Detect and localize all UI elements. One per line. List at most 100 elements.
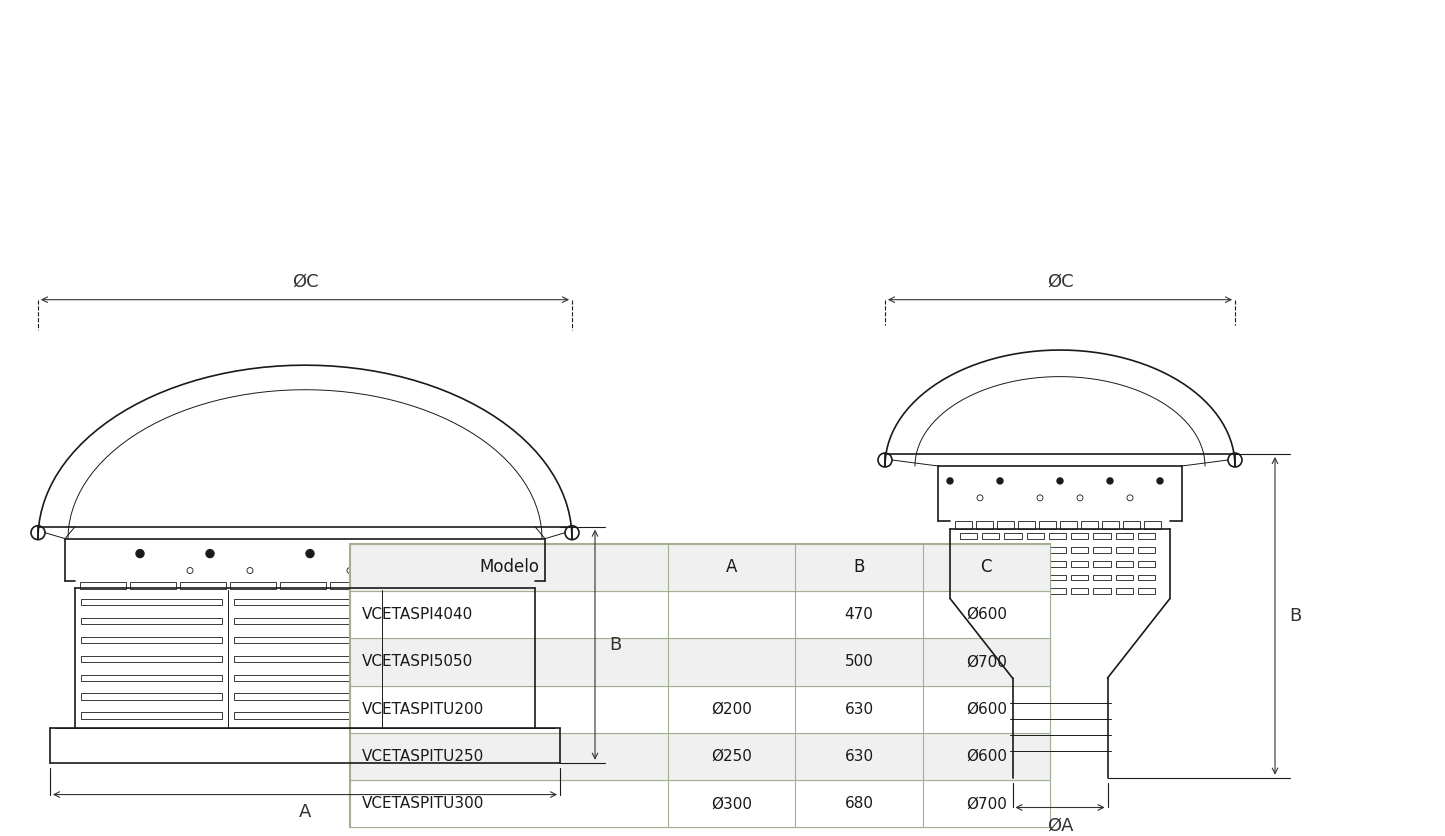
Bar	[79, 583, 126, 589]
Bar	[1026, 533, 1043, 538]
Text: B: B	[854, 558, 864, 576]
Bar	[959, 547, 977, 553]
Bar	[350, 686, 1051, 733]
Bar	[387, 618, 529, 624]
Bar	[1049, 589, 1066, 594]
Text: 680: 680	[844, 796, 874, 811]
Bar	[234, 618, 376, 624]
Bar	[1049, 533, 1066, 538]
Bar	[1071, 589, 1088, 594]
Bar	[387, 675, 529, 681]
Bar	[1004, 574, 1022, 580]
Bar	[1116, 533, 1133, 538]
Bar	[350, 543, 1051, 591]
Bar	[234, 712, 376, 719]
Bar	[1094, 589, 1111, 594]
Bar	[1017, 521, 1035, 528]
Bar	[983, 547, 1000, 553]
Text: B: B	[608, 635, 621, 654]
Bar	[81, 712, 223, 719]
Text: A: A	[299, 803, 311, 822]
Circle shape	[465, 549, 474, 558]
Bar	[1137, 561, 1155, 567]
Text: VCETASPITU250: VCETASPITU250	[363, 749, 484, 764]
Bar	[234, 655, 376, 662]
Circle shape	[997, 478, 1003, 484]
Bar	[387, 637, 529, 643]
Bar	[387, 599, 529, 605]
Bar	[1004, 589, 1022, 594]
Bar	[1049, 561, 1066, 567]
Text: Ø600: Ø600	[965, 701, 1007, 716]
Circle shape	[306, 549, 314, 558]
Bar	[387, 655, 529, 662]
Circle shape	[207, 549, 214, 558]
Bar	[1039, 521, 1056, 528]
Bar	[1071, 547, 1088, 553]
Bar	[1071, 574, 1088, 580]
Bar	[1116, 574, 1133, 580]
Bar	[81, 599, 223, 605]
Bar	[959, 574, 977, 580]
Bar	[1144, 521, 1160, 528]
Bar	[1026, 574, 1043, 580]
Bar	[234, 675, 376, 681]
Bar	[1049, 574, 1066, 580]
Bar	[1094, 547, 1111, 553]
Text: 500: 500	[845, 655, 874, 670]
Bar	[130, 583, 176, 589]
Text: Ø600: Ø600	[965, 749, 1007, 764]
Text: VCETASPITU300: VCETASPITU300	[363, 796, 484, 811]
Bar	[81, 637, 223, 643]
Text: Modelo: Modelo	[480, 558, 539, 576]
Text: Ø300: Ø300	[711, 796, 753, 811]
Bar	[1137, 574, 1155, 580]
Bar	[81, 675, 223, 681]
Bar	[997, 521, 1014, 528]
Bar	[1116, 561, 1133, 567]
Bar	[350, 780, 1051, 828]
Bar	[983, 574, 1000, 580]
Bar	[975, 521, 993, 528]
Bar	[480, 583, 526, 589]
Bar	[983, 589, 1000, 594]
Bar	[1026, 547, 1043, 553]
Bar	[959, 561, 977, 567]
Bar	[387, 694, 529, 700]
Bar	[350, 733, 1051, 780]
Text: ØC: ØC	[292, 273, 318, 291]
Bar	[959, 533, 977, 538]
Bar	[1137, 547, 1155, 553]
Bar	[280, 583, 327, 589]
Text: B: B	[1289, 607, 1300, 624]
Circle shape	[946, 478, 954, 484]
Bar	[1137, 589, 1155, 594]
Bar	[81, 655, 223, 662]
Circle shape	[396, 549, 405, 558]
Circle shape	[136, 549, 145, 558]
Bar	[1004, 561, 1022, 567]
Circle shape	[1107, 478, 1113, 484]
Text: VCETASPI4040: VCETASPI4040	[363, 607, 474, 622]
Bar	[1071, 561, 1088, 567]
Circle shape	[1157, 478, 1163, 484]
Bar	[1094, 574, 1111, 580]
Bar	[959, 589, 977, 594]
Bar	[230, 583, 276, 589]
Bar	[234, 599, 376, 605]
Bar	[1061, 521, 1077, 528]
Bar	[234, 637, 376, 643]
Text: 630: 630	[844, 701, 874, 716]
Bar	[181, 583, 225, 589]
Bar	[955, 521, 972, 528]
Text: 470: 470	[845, 607, 874, 622]
Bar	[1137, 533, 1155, 538]
Text: Ø600: Ø600	[965, 607, 1007, 622]
Bar	[329, 583, 376, 589]
Bar	[1081, 521, 1098, 528]
Text: A: A	[727, 558, 737, 576]
Bar	[1094, 533, 1111, 538]
Text: ØC: ØC	[1046, 273, 1074, 291]
Bar	[350, 638, 1051, 686]
Bar	[350, 543, 1051, 828]
